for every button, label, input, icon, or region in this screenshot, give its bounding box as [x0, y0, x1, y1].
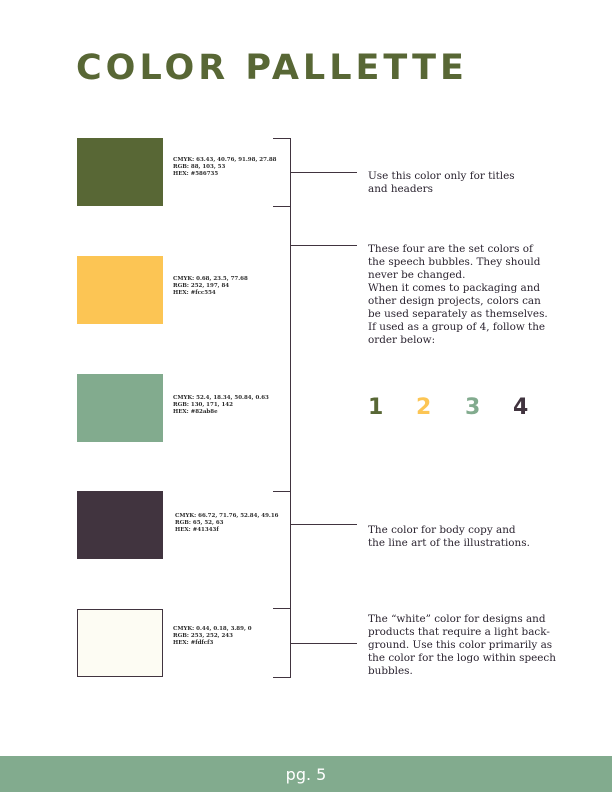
note-body-copy: The color for body copy and the line art…	[368, 524, 568, 550]
note-white: The “white” color for designs and produc…	[368, 613, 568, 678]
swatch-plum-spec: CMYK: 66.72, 71.76, 52.84, 49.16 RGB: 65…	[175, 513, 279, 534]
cmyk-value: CMYK: 52.4, 18.34, 50.84, 0.63	[173, 395, 269, 401]
bracket-tick-3	[273, 491, 291, 492]
cmyk-value: CMYK: 0.44, 0.18, 3.89, 0	[173, 626, 252, 632]
note-line: order below:	[368, 334, 436, 346]
connector-titles	[291, 172, 357, 173]
connector-body	[291, 524, 357, 525]
note-line: never be changed.	[368, 269, 466, 281]
bracket-tick-2	[273, 206, 291, 207]
note-line: bubbles.	[368, 665, 413, 677]
swatch-yellow	[77, 256, 163, 324]
swatch-offwhite-spec: CMYK: 0.44, 0.18, 3.89, 0 RGB: 253, 252,…	[173, 626, 252, 647]
bracket-tick-1	[273, 138, 291, 139]
hex-value: HEX: #41343f	[175, 527, 219, 533]
note-line: other design projects, colors can	[368, 295, 541, 307]
bracket-tick-5	[273, 677, 291, 678]
rgb-value: RGB: 252, 197, 84	[173, 283, 230, 289]
note-line: be used separately as themselves.	[368, 308, 548, 320]
note-line: If used as a group of 4, follow the	[368, 321, 546, 333]
order-number-1: 1	[368, 395, 384, 420]
rgb-value: RGB: 88, 103, 53	[173, 164, 226, 170]
cmyk-value: CMYK: 0.68, 23.5, 77.68	[173, 276, 248, 282]
note-line: products that require a light back-	[368, 626, 550, 638]
bracket-tick-4	[273, 608, 291, 609]
swatch-sage	[77, 374, 163, 442]
hex-value: HEX: #586735	[173, 171, 219, 177]
note-line: The “white” color for designs and	[368, 613, 546, 625]
swatch-olive-spec: CMYK: 63.43, 40.76, 91.98, 27.88 RGB: 88…	[173, 157, 277, 178]
note-speech-bubbles: These four are the set colors of the spe…	[368, 243, 568, 347]
hex-value: HEX: #fdfcf3	[173, 640, 214, 646]
hex-value: HEX: #82ab8e	[173, 409, 218, 415]
connector-speech	[291, 245, 357, 246]
page-title: COLOR PALLETTE	[76, 48, 468, 88]
swatch-olive	[77, 138, 163, 206]
note-titles: Use this color only for titles and heade…	[368, 170, 568, 196]
order-number-3: 3	[465, 395, 481, 420]
cmyk-value: CMYK: 63.43, 40.76, 91.98, 27.88	[173, 157, 277, 163]
connector-white	[291, 643, 357, 644]
note-line: the color for the logo within speech	[368, 652, 556, 664]
note-line: The color for body copy and	[368, 524, 516, 536]
rgb-value: RGB: 130, 171, 142	[173, 402, 233, 408]
note-line: the line art of the illustrations.	[368, 537, 530, 549]
note-line: the speech bubbles. They should	[368, 256, 541, 268]
page-number: pg. 5	[285, 764, 327, 784]
order-number-2: 2	[416, 395, 432, 420]
note-line: These four are the set colors of	[368, 243, 533, 255]
hex-value: HEX: #fcc554	[173, 290, 216, 296]
note-line: ground. Use this color primarily as	[368, 639, 553, 651]
swatch-offwhite	[77, 609, 163, 677]
bracket-vertical-line	[290, 138, 291, 677]
rgb-value: RGB: 253, 252, 243	[173, 633, 233, 639]
cmyk-value: CMYK: 66.72, 71.76, 52.84, 49.16	[175, 513, 279, 519]
swatch-sage-spec: CMYK: 52.4, 18.34, 50.84, 0.63 RGB: 130,…	[173, 395, 269, 416]
swatch-yellow-spec: CMYK: 0.68, 23.5, 77.68 RGB: 252, 197, 8…	[173, 276, 248, 297]
rgb-value: RGB: 65, 52, 63	[175, 520, 224, 526]
swatch-plum	[77, 491, 163, 559]
note-line: Use this color only for titles	[368, 170, 515, 182]
note-line: and headers	[368, 183, 433, 195]
note-line: When it comes to packaging and	[368, 282, 541, 294]
footer-bar: pg. 5	[0, 756, 612, 792]
order-number-4: 4	[513, 395, 529, 420]
